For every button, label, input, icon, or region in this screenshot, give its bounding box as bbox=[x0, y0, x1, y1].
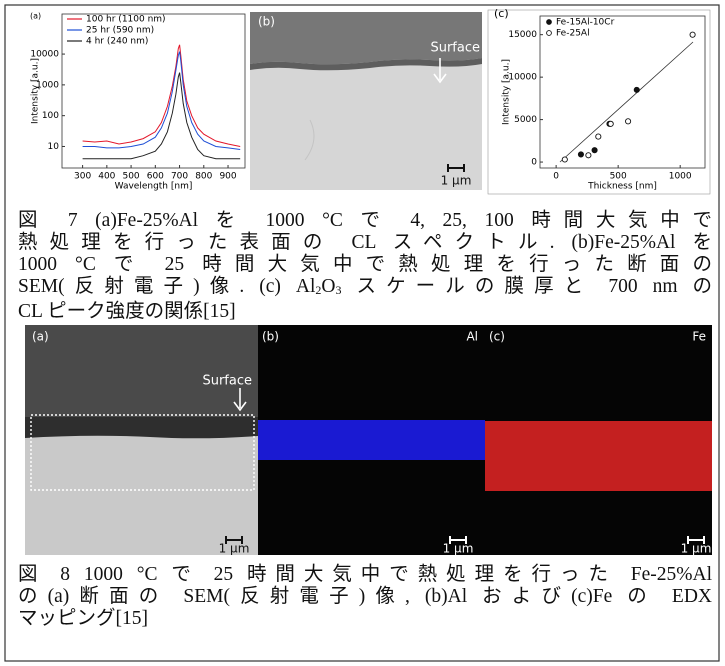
sem-image-b: Surface (b) 1 μm bbox=[250, 12, 482, 190]
annotation: Surface bbox=[202, 374, 252, 389]
oxide bbox=[250, 12, 482, 64]
point bbox=[634, 87, 639, 92]
panel-label: (c) bbox=[494, 7, 509, 20]
panel-label: (c) bbox=[489, 330, 505, 344]
point bbox=[578, 152, 583, 157]
y-tick-label: 100 bbox=[42, 111, 59, 121]
x-tick-label: 500 bbox=[610, 172, 627, 182]
caption-line: 熱処理を行った表面の CL スペクトル. (b)Fe-25%Al を bbox=[18, 232, 712, 254]
point bbox=[586, 153, 591, 158]
caption-line: マッピング[15] bbox=[18, 608, 712, 630]
caption-line: 図 7 (a)Fe-25%Al を 1000 °C で 4, 25, 100 時… bbox=[18, 210, 712, 232]
y-tick-label: 15000 bbox=[508, 30, 537, 40]
x-axis-label: Thickness [nm] bbox=[587, 182, 657, 192]
figure7-caption: 図 7 (a)Fe-25%Al を 1000 °C で 4, 25, 100 時… bbox=[18, 210, 712, 323]
point bbox=[690, 32, 695, 37]
x-tick-label: 400 bbox=[98, 172, 115, 182]
scale-label: 1 μm bbox=[681, 542, 712, 556]
caption-line: 1000 °C で 25 時間大気中で熱処理を行った断面の bbox=[18, 254, 712, 276]
caption-text: SEM(反射電子)像. (c) Al bbox=[18, 276, 315, 297]
panel-label: (a) bbox=[32, 330, 49, 344]
caption-line: 図 8 1000 °C で 25 時間大気中で熱処理を行った Fe-25%Al bbox=[18, 564, 712, 586]
page: Surface (b) 1 μm (a) Surface 1 μm (b) Al… bbox=[0, 0, 725, 666]
legend-marker bbox=[547, 20, 552, 25]
caption-line: SEM(反射電子)像. (c) Al2O3 スケールの膜厚と 700 nm の bbox=[18, 276, 712, 301]
y-tick-label: 10000 bbox=[508, 73, 537, 83]
figure8-images: (a) Surface 1 μm (b) Al 1 μm (c) Fe 1 μm bbox=[25, 325, 712, 556]
sem-interface bbox=[25, 417, 258, 438]
series-line bbox=[83, 45, 241, 147]
x-tick-label: 800 bbox=[195, 172, 212, 182]
annotation: Surface bbox=[430, 41, 480, 56]
panel-label: (a) bbox=[30, 12, 41, 21]
fit-line bbox=[560, 42, 693, 162]
y-axis-label: Intensity [a.u.] bbox=[502, 59, 512, 125]
legend-label: 25 hr (590 nm) bbox=[86, 26, 154, 36]
x-tick-label: 300 bbox=[74, 172, 91, 182]
edx-fe-band bbox=[485, 421, 712, 491]
element-label: Al bbox=[466, 330, 478, 344]
panel-label: (b) bbox=[262, 330, 279, 344]
legend-marker bbox=[547, 31, 552, 36]
point bbox=[562, 157, 567, 162]
caption-line: CL ピーク強度の関係[15] bbox=[18, 301, 712, 323]
legend-label: 100 hr (1100 nm) bbox=[86, 15, 166, 25]
element-label: Fe bbox=[692, 330, 706, 344]
figure8-caption: 図 8 1000 °C で 25 時間大気中で熱処理を行った Fe-25%Al … bbox=[18, 564, 712, 630]
point bbox=[596, 134, 601, 139]
caption-text: O bbox=[321, 276, 335, 297]
y-tick-label: 5000 bbox=[514, 115, 537, 125]
x-tick-label: 700 bbox=[171, 172, 188, 182]
edx-al-band bbox=[258, 420, 485, 460]
x-tick-label: 600 bbox=[147, 172, 164, 182]
y-tick-label: 0 bbox=[531, 158, 537, 168]
caption-text: スケールの膜厚と 700 nm の bbox=[341, 276, 712, 297]
scale-label: 1 μm bbox=[443, 542, 474, 556]
x-tick-label: 900 bbox=[219, 172, 236, 182]
series-line bbox=[83, 52, 241, 150]
x-axis-label: Wavelength [nm] bbox=[115, 182, 193, 192]
y-tick-label: 10 bbox=[48, 142, 60, 152]
panel-label: (b) bbox=[258, 15, 275, 29]
sem-oxide bbox=[25, 325, 258, 417]
scale-label: 1 μm bbox=[219, 542, 250, 556]
point bbox=[625, 119, 630, 124]
x-tick-label: 1000 bbox=[669, 172, 692, 182]
scale-label: 1 μm bbox=[441, 174, 472, 188]
y-axis-label: Intensity [a.u.] bbox=[31, 58, 41, 124]
point bbox=[608, 121, 613, 126]
x-tick-label: 0 bbox=[553, 172, 559, 182]
series-line bbox=[83, 73, 241, 159]
legend-label: 4 hr (240 nm) bbox=[86, 37, 148, 47]
legend-label: Fe-15Al-10Cr bbox=[556, 18, 615, 28]
point bbox=[592, 148, 597, 153]
legend-label: Fe-25Al bbox=[556, 29, 590, 39]
plot-frame bbox=[540, 16, 705, 168]
caption-line: の(a)断面の SEM(反射電子)像, (b)Al および(c)Fe の EDX bbox=[18, 586, 712, 608]
x-tick-label: 500 bbox=[122, 172, 139, 182]
